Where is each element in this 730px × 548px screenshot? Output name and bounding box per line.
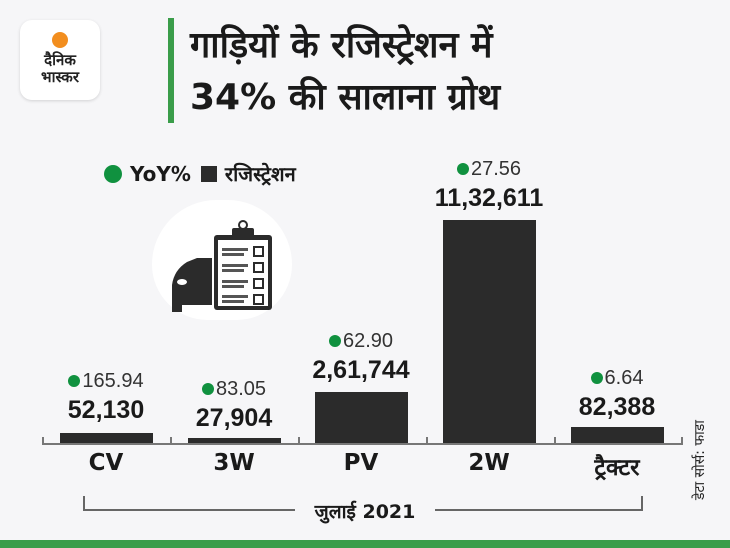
sun-icon: [52, 32, 68, 48]
yoy-value: 6.64: [604, 367, 644, 389]
category-2w: 2W: [468, 450, 510, 476]
legend: YoY% रजिस्ट्रेशन: [104, 160, 296, 187]
yoy-value: 165.94: [82, 370, 144, 392]
logo-line1: दैनिक: [44, 51, 76, 69]
yoy-label-tractor: 6.64: [542, 367, 692, 390]
yoy-value: 83.05: [215, 378, 267, 400]
car-clipboard-illustration-icon: [152, 200, 292, 320]
value-label-2w: 11,32,611: [434, 184, 544, 212]
value-label-tractor: 82,388: [578, 393, 656, 421]
yoy-label-pv: 62.90: [286, 330, 436, 353]
yoy-dot-icon: [104, 164, 122, 183]
axis-tick: [170, 437, 172, 445]
title-line2: 34% की सालाना ग्रोथ: [190, 77, 501, 118]
bar-tractor: [571, 427, 664, 443]
legend-yoy-label: YoY%: [130, 161, 191, 186]
category-cv: CV: [88, 450, 124, 476]
dainik-bhaskar-logo: दैनिक भास्कर: [20, 20, 100, 100]
category-3w: 3W: [213, 450, 255, 476]
yoy-label-2w: 27.56: [414, 158, 564, 181]
yoy-dot-icon: [68, 375, 81, 387]
title-accent-bar: [168, 18, 174, 123]
axis-tick: [298, 437, 300, 445]
bar-cv: [60, 433, 153, 443]
value-label-3w: 27,904: [195, 404, 273, 432]
axis-tick: [426, 437, 428, 445]
bar-pv: [315, 392, 408, 443]
category-pv: PV: [343, 450, 379, 476]
yoy-value: 62.90: [342, 330, 394, 352]
category-tractor: ट्रैक्टर: [594, 455, 640, 481]
x-axis-line: [42, 443, 682, 445]
yoy-dot-icon: [328, 335, 341, 347]
footer-bar: [0, 540, 730, 548]
bar-3w: [188, 438, 281, 443]
value-label-cv: 52,130: [67, 396, 145, 424]
axis-tick: [554, 437, 556, 445]
registration-square-icon: [200, 165, 217, 182]
axis-tick: [42, 437, 44, 445]
yoy-dot-icon: [201, 383, 214, 395]
yoy-dot-icon: [590, 372, 603, 384]
source-note: डेटा सोर्स: फाडा: [692, 420, 708, 500]
bar-2w: [443, 220, 536, 443]
title-line1: गाड़ियों के रजिस्ट्रेशन में: [190, 25, 493, 66]
yoy-label-cv: 165.94: [31, 370, 181, 393]
yoy-dot-icon: [456, 163, 469, 175]
legend-registration-label: रजिस्ट्रेशन: [224, 162, 296, 186]
period-label: जुलाई 2021: [295, 498, 435, 524]
yoy-value: 27.56: [470, 158, 522, 180]
yoy-label-3w: 83.05: [159, 378, 309, 401]
chart-title: गाड़ियों के रजिस्ट्रेशन में 34% की सालान…: [190, 20, 500, 124]
logo-line2: भास्कर: [41, 68, 79, 86]
value-label-pv: 2,61,744: [312, 356, 410, 384]
axis-tick: [681, 437, 683, 445]
